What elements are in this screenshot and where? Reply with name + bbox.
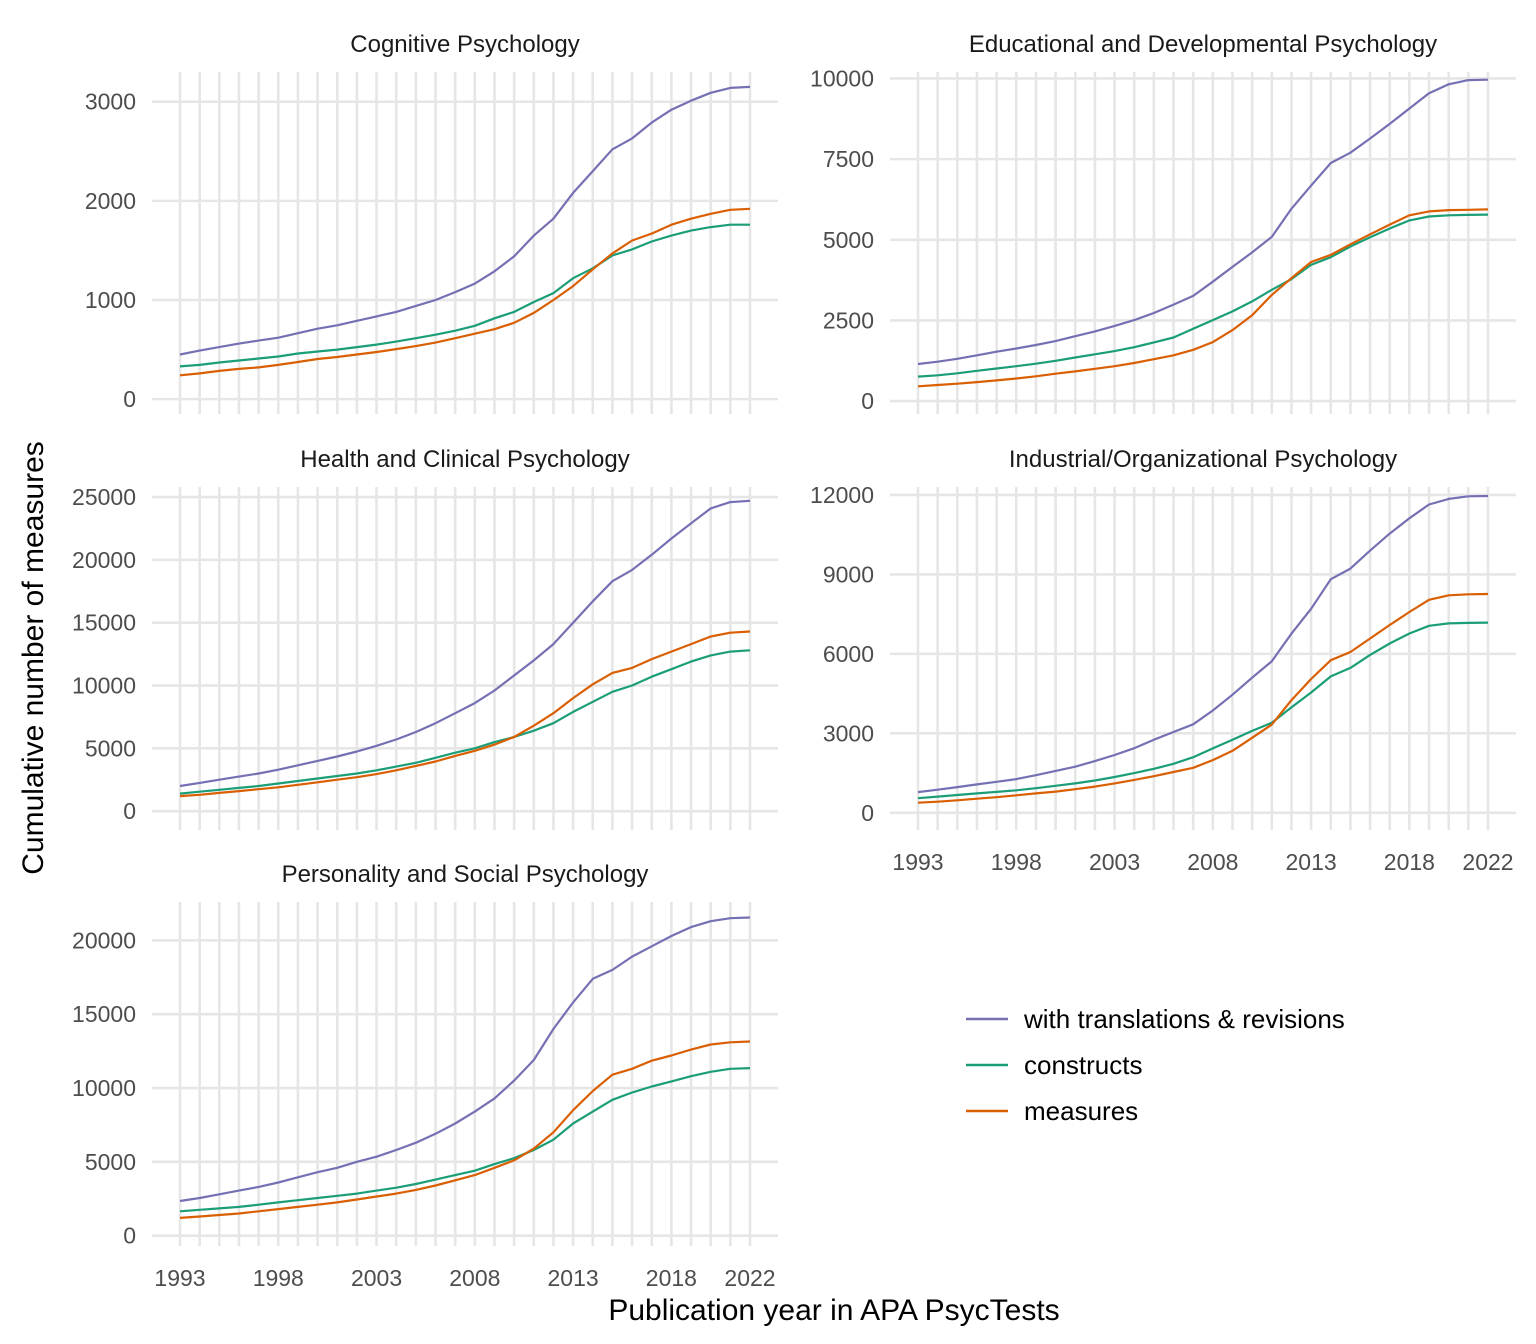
y-tick-label: 15000	[72, 1001, 136, 1027]
series-line-constructs	[917, 621, 1489, 800]
x-tick-label: 1993	[892, 849, 943, 875]
y-tick-label: 0	[123, 1223, 136, 1249]
y-tick-label: 10000	[72, 673, 136, 699]
series-line-measures	[179, 207, 751, 377]
chart-panels: Cognitive Psychology 0 1000 2000 3000 Educati…	[72, 31, 1516, 1291]
panel-title: Cognitive Psychology	[350, 31, 579, 58]
series-line-constructs	[179, 1067, 751, 1213]
y-tick-label: 10000	[810, 65, 874, 91]
series-line-constructs	[917, 213, 1489, 378]
chart-legend: with translations & revisions constructs m…	[966, 1004, 1345, 1126]
panel: Cognitive Psychology 0 1000 2000 3000	[85, 31, 778, 414]
series-line-constructs	[179, 223, 750, 368]
x-tick-label: 2003	[351, 1265, 402, 1291]
series-line-measures	[179, 630, 751, 798]
series-line-with-translations-revisions	[917, 494, 1489, 794]
legend-item: with translations & revisions	[966, 1004, 1345, 1034]
panel-title: Personality and Social Psychology	[282, 861, 649, 888]
y-tick-label: 3000	[823, 720, 874, 746]
y-tick-label: 12000	[810, 482, 874, 508]
panel: Personality and Social Psychology 0 5000 10…	[72, 861, 778, 1291]
y-tick-label: 7500	[823, 146, 874, 172]
y-tick-label: 1000	[85, 287, 136, 313]
series-line-measures	[917, 592, 1489, 804]
panel: Industrial/Organizational Psychology 0 300…	[810, 446, 1516, 875]
y-tick-label: 6000	[823, 641, 874, 667]
y-tick-label: 0	[123, 798, 136, 824]
legend-label: with translations & revisions	[1023, 1004, 1345, 1034]
y-tick-label: 5000	[85, 1149, 136, 1175]
panel: Health and Clinical Psychology 0 5000 10000…	[72, 446, 778, 830]
x-tick-label: 2013	[548, 1265, 599, 1291]
x-tick-label: 2022	[1462, 849, 1513, 875]
x-tick-label: 2013	[1286, 849, 1337, 875]
y-tick-label: 5000	[823, 227, 874, 253]
y-tick-label: 20000	[72, 547, 136, 573]
y-tick-label: 10000	[72, 1075, 136, 1101]
y-tick-label: 15000	[72, 610, 136, 636]
legend-label: measures	[1024, 1096, 1138, 1126]
x-tick-label: 1993	[154, 1265, 205, 1291]
series-line-with-translations-revisions	[179, 916, 751, 1203]
y-tick-label: 25000	[72, 484, 136, 510]
x-tick-label: 2003	[1089, 849, 1140, 875]
x-tick-label: 2018	[1384, 849, 1435, 875]
x-tick-label: 2018	[646, 1265, 697, 1291]
y-tick-label: 0	[861, 388, 874, 414]
y-tick-label: 2000	[85, 188, 136, 214]
y-tick-label: 3000	[85, 89, 136, 115]
x-axis-title: Publication year in APA PsycTests	[608, 1294, 1059, 1327]
panel-title: Industrial/Organizational Psychology	[1009, 446, 1397, 473]
x-tick-label: 2022	[724, 1265, 775, 1291]
series-line-constructs	[179, 649, 751, 795]
x-tick-label: 1998	[991, 849, 1042, 875]
series-line-with-translations-revisions	[917, 78, 1489, 366]
series-line-measures	[917, 208, 1489, 388]
series-line-with-translations-revisions	[179, 499, 751, 788]
x-tick-label: 1998	[253, 1265, 304, 1291]
y-tick-label: 2500	[823, 307, 874, 333]
y-tick-label: 5000	[85, 735, 136, 761]
x-tick-label: 2008	[1187, 849, 1238, 875]
legend-label: constructs	[1024, 1050, 1143, 1080]
series-line-measures	[179, 1040, 751, 1219]
y-axis-title: Cumulative number of measures	[17, 441, 50, 875]
x-tick-label: 2008	[449, 1265, 500, 1291]
panel-title: Educational and Developmental Psychology	[969, 31, 1437, 58]
y-tick-label: 9000	[823, 561, 874, 587]
legend-item: constructs	[966, 1050, 1143, 1080]
y-tick-label: 0	[861, 800, 874, 826]
y-tick-label: 0	[123, 386, 136, 412]
panel-title: Health and Clinical Psychology	[300, 446, 630, 473]
series-line-with-translations-revisions	[179, 85, 751, 356]
legend-item: measures	[966, 1096, 1138, 1126]
panel: Educational and Developmental Psychology…	[810, 31, 1516, 414]
y-tick-label: 20000	[72, 927, 136, 953]
